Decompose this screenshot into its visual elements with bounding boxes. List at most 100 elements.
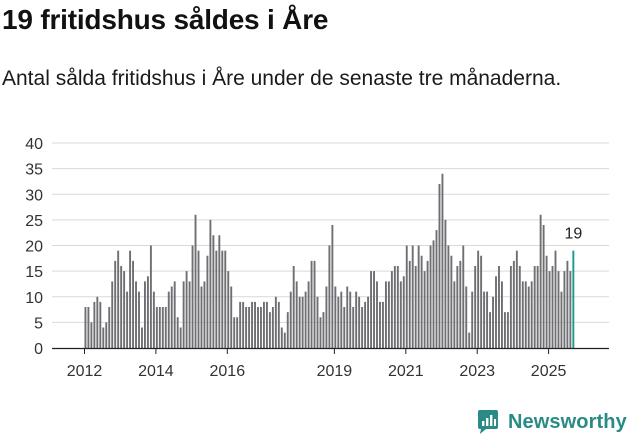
bar: [138, 291, 140, 349]
bar: [188, 281, 191, 349]
bar: [420, 255, 423, 348]
bar: [563, 271, 566, 349]
bar: [459, 260, 462, 349]
bar: [224, 250, 227, 349]
bar: [274, 296, 277, 348]
bar: [316, 296, 319, 348]
bar: [120, 266, 123, 348]
bar: [179, 327, 182, 348]
bar: [355, 291, 358, 349]
bar: [149, 245, 152, 348]
annotations: 19: [564, 226, 582, 243]
bar: [102, 327, 105, 348]
bar: [304, 291, 307, 349]
bar: [486, 291, 489, 349]
bar: [447, 245, 450, 348]
bar: [292, 266, 295, 348]
bar: [444, 219, 447, 349]
bar: [533, 266, 536, 348]
bar: [509, 266, 512, 348]
bar: [515, 250, 518, 349]
bar: [477, 250, 480, 349]
bar: [495, 276, 497, 348]
bar: [227, 271, 230, 349]
bar: [435, 230, 438, 349]
bar: [248, 307, 251, 348]
bar: [530, 281, 533, 349]
bar: [331, 225, 334, 348]
bar: [301, 296, 304, 348]
bar: [176, 317, 179, 348]
highlight-bar: [572, 250, 575, 349]
bar: [554, 250, 557, 349]
bar: [146, 276, 149, 348]
bar: [453, 281, 456, 349]
y-tick-label: 10: [25, 290, 43, 307]
bar: [536, 266, 539, 348]
bar: [215, 250, 218, 349]
newsworthy-brand[interactable]: Newsworthy: [476, 406, 627, 438]
bar: [197, 250, 200, 349]
bar: [506, 312, 509, 349]
bar: [450, 255, 453, 348]
bar: [239, 301, 242, 349]
bar: [501, 281, 503, 349]
x-tick-label: 2021: [388, 363, 424, 380]
bar: [135, 281, 137, 349]
bar: [402, 276, 405, 348]
x-tick-label: 2014: [138, 363, 174, 380]
bar: [257, 307, 259, 348]
bar: [236, 317, 239, 348]
bar: [170, 286, 173, 348]
bar: [221, 250, 224, 349]
bar: [245, 307, 248, 348]
bar: [111, 281, 114, 349]
bar: [512, 260, 515, 349]
bar: [105, 322, 108, 349]
bar: [569, 271, 572, 349]
bar: [527, 286, 530, 348]
bar: [108, 307, 111, 348]
bar: [289, 291, 292, 349]
bar: [328, 245, 331, 348]
y-tick-label: 20: [25, 239, 43, 256]
bar: [298, 296, 301, 348]
bar: [557, 271, 560, 349]
bar: [352, 307, 355, 348]
y-tick-label: 35: [25, 162, 43, 179]
bar: [471, 291, 474, 349]
bar: [218, 235, 221, 348]
bar: [271, 307, 274, 348]
bar: [393, 266, 396, 348]
bar: [295, 281, 298, 349]
bar: [313, 260, 316, 349]
bar: [310, 260, 313, 349]
x-tick-label: 2023: [459, 363, 495, 380]
bar: [230, 286, 233, 348]
bar: [441, 173, 444, 348]
bar: [483, 291, 486, 349]
bar: [468, 332, 471, 349]
brand-name: Newsworthy: [508, 410, 627, 433]
bar: [203, 281, 206, 349]
bar: [551, 266, 554, 348]
bar: [194, 214, 197, 348]
chart-subtitle: Antal sålda fritidshus i Åre under de se…: [2, 67, 562, 90]
bar: [161, 307, 164, 348]
bar: [560, 291, 563, 349]
bar: [209, 219, 212, 349]
bar: [480, 255, 483, 348]
bar: [233, 317, 236, 348]
highlight-value-label: 19: [564, 226, 582, 243]
bar: [268, 312, 271, 349]
bar: [185, 271, 188, 349]
bar: [379, 301, 381, 349]
bar: [277, 301, 280, 349]
bar: [206, 255, 209, 348]
bar: [370, 271, 372, 349]
bar: [384, 281, 387, 349]
bar: [376, 281, 378, 349]
bar: [260, 307, 262, 348]
bar: [489, 312, 491, 349]
y-tick-label: 25: [25, 213, 43, 230]
